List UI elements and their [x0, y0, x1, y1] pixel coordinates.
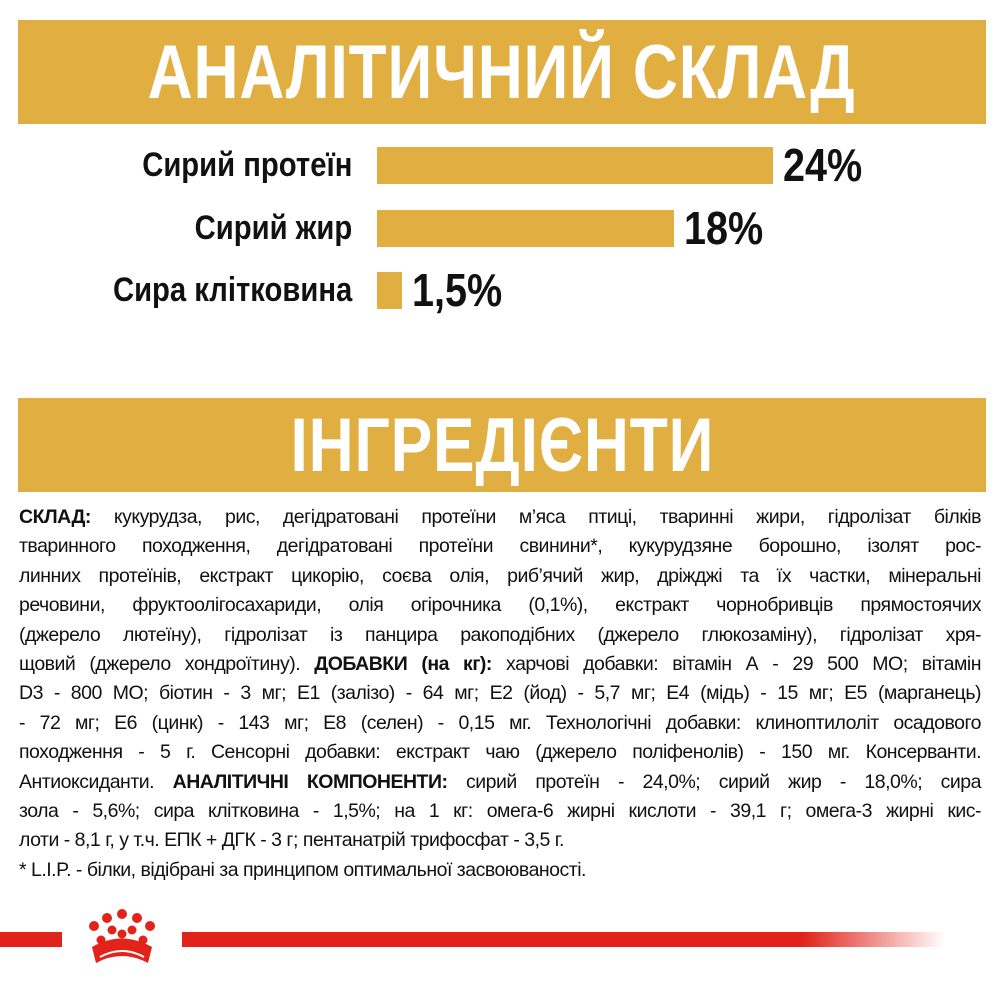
nutrient-label: Сирий протеїн — [141, 146, 352, 184]
nutrient-value: 24% — [783, 139, 863, 191]
ingredients-line: - 72 мг; E6 (цинк) - 143 мг; E8 (селен) … — [19, 709, 982, 738]
ingredients-line: лоти - 8,1 г, у т.ч. ЕПК + ДГК - 3 г; пе… — [19, 826, 981, 855]
text-segment: - 72 мг; E6 (цинк) - 143 мг; E8 (селен) … — [19, 711, 982, 734]
text-segment: кукурудза, рис, дегідратовані протеїни м… — [90, 506, 982, 528]
ingredients-line: Антиоксиданти. АНАЛІТИЧНІ КОМПОНЕНТИ: си… — [19, 768, 981, 797]
ingredients-banner: ІНГРЕДІЄНТИ — [18, 398, 986, 492]
nutrient-bar — [377, 272, 402, 309]
nutrient-label: Сирий жир — [194, 209, 352, 247]
nutrient-value: 18% — [684, 202, 764, 254]
ingredients-line: линних протеїнів, екстракт цикорію, соєв… — [19, 562, 982, 591]
ingredients-title: ІНГРЕДІЄНТИ — [290, 402, 714, 488]
text-segment: щовий (джерело хондроїтину). — [19, 653, 315, 676]
section-heading: ДОБАВКИ (на кг): — [314, 653, 492, 676]
text-segment: линних протеїнів, екстракт цикорію, соєв… — [19, 564, 982, 587]
section-heading: АНАЛІТИЧНІ КОМПОНЕНТИ: — [172, 770, 448, 793]
nutrient-bar — [377, 147, 773, 184]
nutrient-bar — [377, 210, 674, 247]
analysis-row: Сира клітковина 1,5% — [0, 266, 1000, 314]
text-segment: сирий протеїн - 24,0%; сирий жир - 18,0%… — [447, 770, 981, 793]
analysis-banner: АНАЛІТИЧНИЙ СКЛАД — [18, 20, 986, 124]
text-segment: походження - 5 г. Сенсорні добавки: екст… — [19, 741, 982, 764]
ingredients-line: D3 - 800 МО; біотин - 3 мг; E1 (залізо) … — [19, 679, 982, 708]
text-segment: * L.I.P. - білки, відібрані за принципом… — [19, 858, 586, 881]
ingredients-text: СКЛАД: кукурудза, рис, дегідратовані про… — [19, 503, 982, 885]
analysis-row: Сирий протеїн 24% — [0, 141, 1000, 189]
text-segment: тваринного походження, дегідратовані про… — [19, 535, 982, 558]
text-segment: харчові добавки: вітамін А - 29 500 МО; … — [491, 653, 981, 676]
ingredients-line: СКЛАД: кукурудза, рис, дегідратовані про… — [19, 503, 982, 532]
nutrient-value: 1,5% — [411, 264, 502, 316]
section-heading: СКЛАД: — [19, 506, 91, 528]
analysis-row: Сирий жир 18% — [0, 204, 1000, 252]
text-segment: зола - 5,6%; сира клітковина - 1,5%; на … — [19, 800, 982, 823]
ingredients-line: зола - 5,6%; сира клітковина - 1,5%; на … — [19, 797, 982, 826]
ingredients-line: тваринного походження, дегідратовані про… — [19, 532, 982, 561]
text-segment: Антиоксиданти. — [19, 770, 173, 793]
ingredients-line: щовий (джерело хондроїтину). ДОБАВКИ (на… — [19, 650, 982, 679]
text-segment: (джерело лютеїну), гідролізат із панцира… — [19, 623, 982, 646]
ingredients-line: (джерело лютеїну), гідролізат із панцира… — [19, 621, 982, 650]
nutrient-label: Сира клітковина — [112, 271, 352, 309]
ingredients-line: речовини, фруктоолігосахариди, олія огір… — [19, 591, 982, 620]
royal-canin-crown-icon — [62, 905, 182, 975]
text-segment: лоти - 8,1 г, у т.ч. ЕПК + ДГК - 3 г; пе… — [19, 829, 564, 852]
text-segment: речовини, фруктоолігосахариди, олія огір… — [19, 594, 982, 617]
text-segment: D3 - 800 МО; біотин - 3 мг; E1 (залізо) … — [19, 682, 982, 705]
analysis-title: АНАЛІТИЧНИЙ СКЛАД — [148, 29, 856, 115]
ingredients-line: * L.I.P. - білки, відібрані за принципом… — [19, 856, 981, 885]
ingredients-line: походження - 5 г. Сенсорні добавки: екст… — [19, 738, 982, 767]
footer-red-line — [0, 932, 945, 947]
